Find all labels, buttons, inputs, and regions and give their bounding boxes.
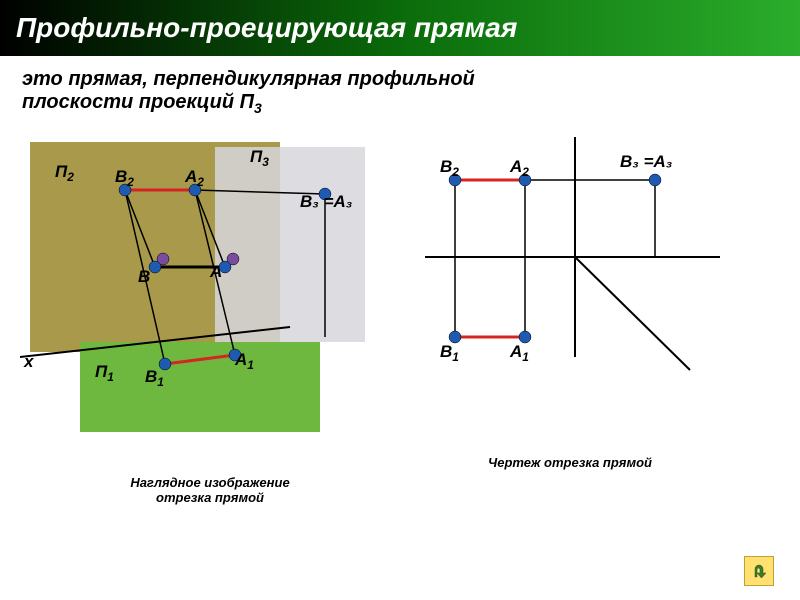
page-title: Профильно-проецирующая прямая — [16, 12, 784, 44]
svg-text:B: B — [138, 267, 150, 286]
svg-text:B2: B2 — [440, 157, 459, 179]
epure-svg: B2 A2 B₃ =A₃ B1 A1 — [410, 132, 730, 442]
left-diagram: П2П3П1xB2A2B₃ =A₃BAB1A1 Наглядное изобра… — [20, 132, 400, 505]
right-caption: Чертеж отрезка прямой — [410, 455, 730, 470]
right-diagram: B2 A2 B₃ =A₃ B1 A1 Чертеж отрезка прямой — [410, 132, 730, 505]
svg-text:B₃ =A₃: B₃ =A₃ — [300, 192, 352, 211]
u-turn-icon — [749, 561, 769, 581]
svg-text:B1: B1 — [440, 342, 459, 364]
svg-text:x: x — [23, 352, 35, 371]
svg-text:A2: A2 — [509, 157, 529, 179]
header: Профильно-проецирующая прямая — [0, 0, 800, 56]
back-button[interactable] — [744, 556, 774, 586]
diagram-row: П2П3П1xB2A2B₃ =A₃BAB1A1 Наглядное изобра… — [0, 120, 800, 505]
subtitle: это прямая, перпендикулярная профильной … — [0, 56, 800, 120]
left-caption: Наглядное изображениеотрезка прямой — [20, 475, 400, 505]
svg-text:B₃ =A₃: B₃ =A₃ — [620, 152, 672, 171]
svg-text:A1: A1 — [509, 342, 529, 364]
subtitle-line2: плоскости проекций П3 — [22, 91, 778, 116]
svg-text:A: A — [209, 262, 222, 281]
subtitle-line1: это прямая, перпендикулярная профильной — [22, 68, 778, 91]
axon-svg: П2П3П1xB2A2B₃ =A₃BAB1A1 — [20, 132, 400, 462]
